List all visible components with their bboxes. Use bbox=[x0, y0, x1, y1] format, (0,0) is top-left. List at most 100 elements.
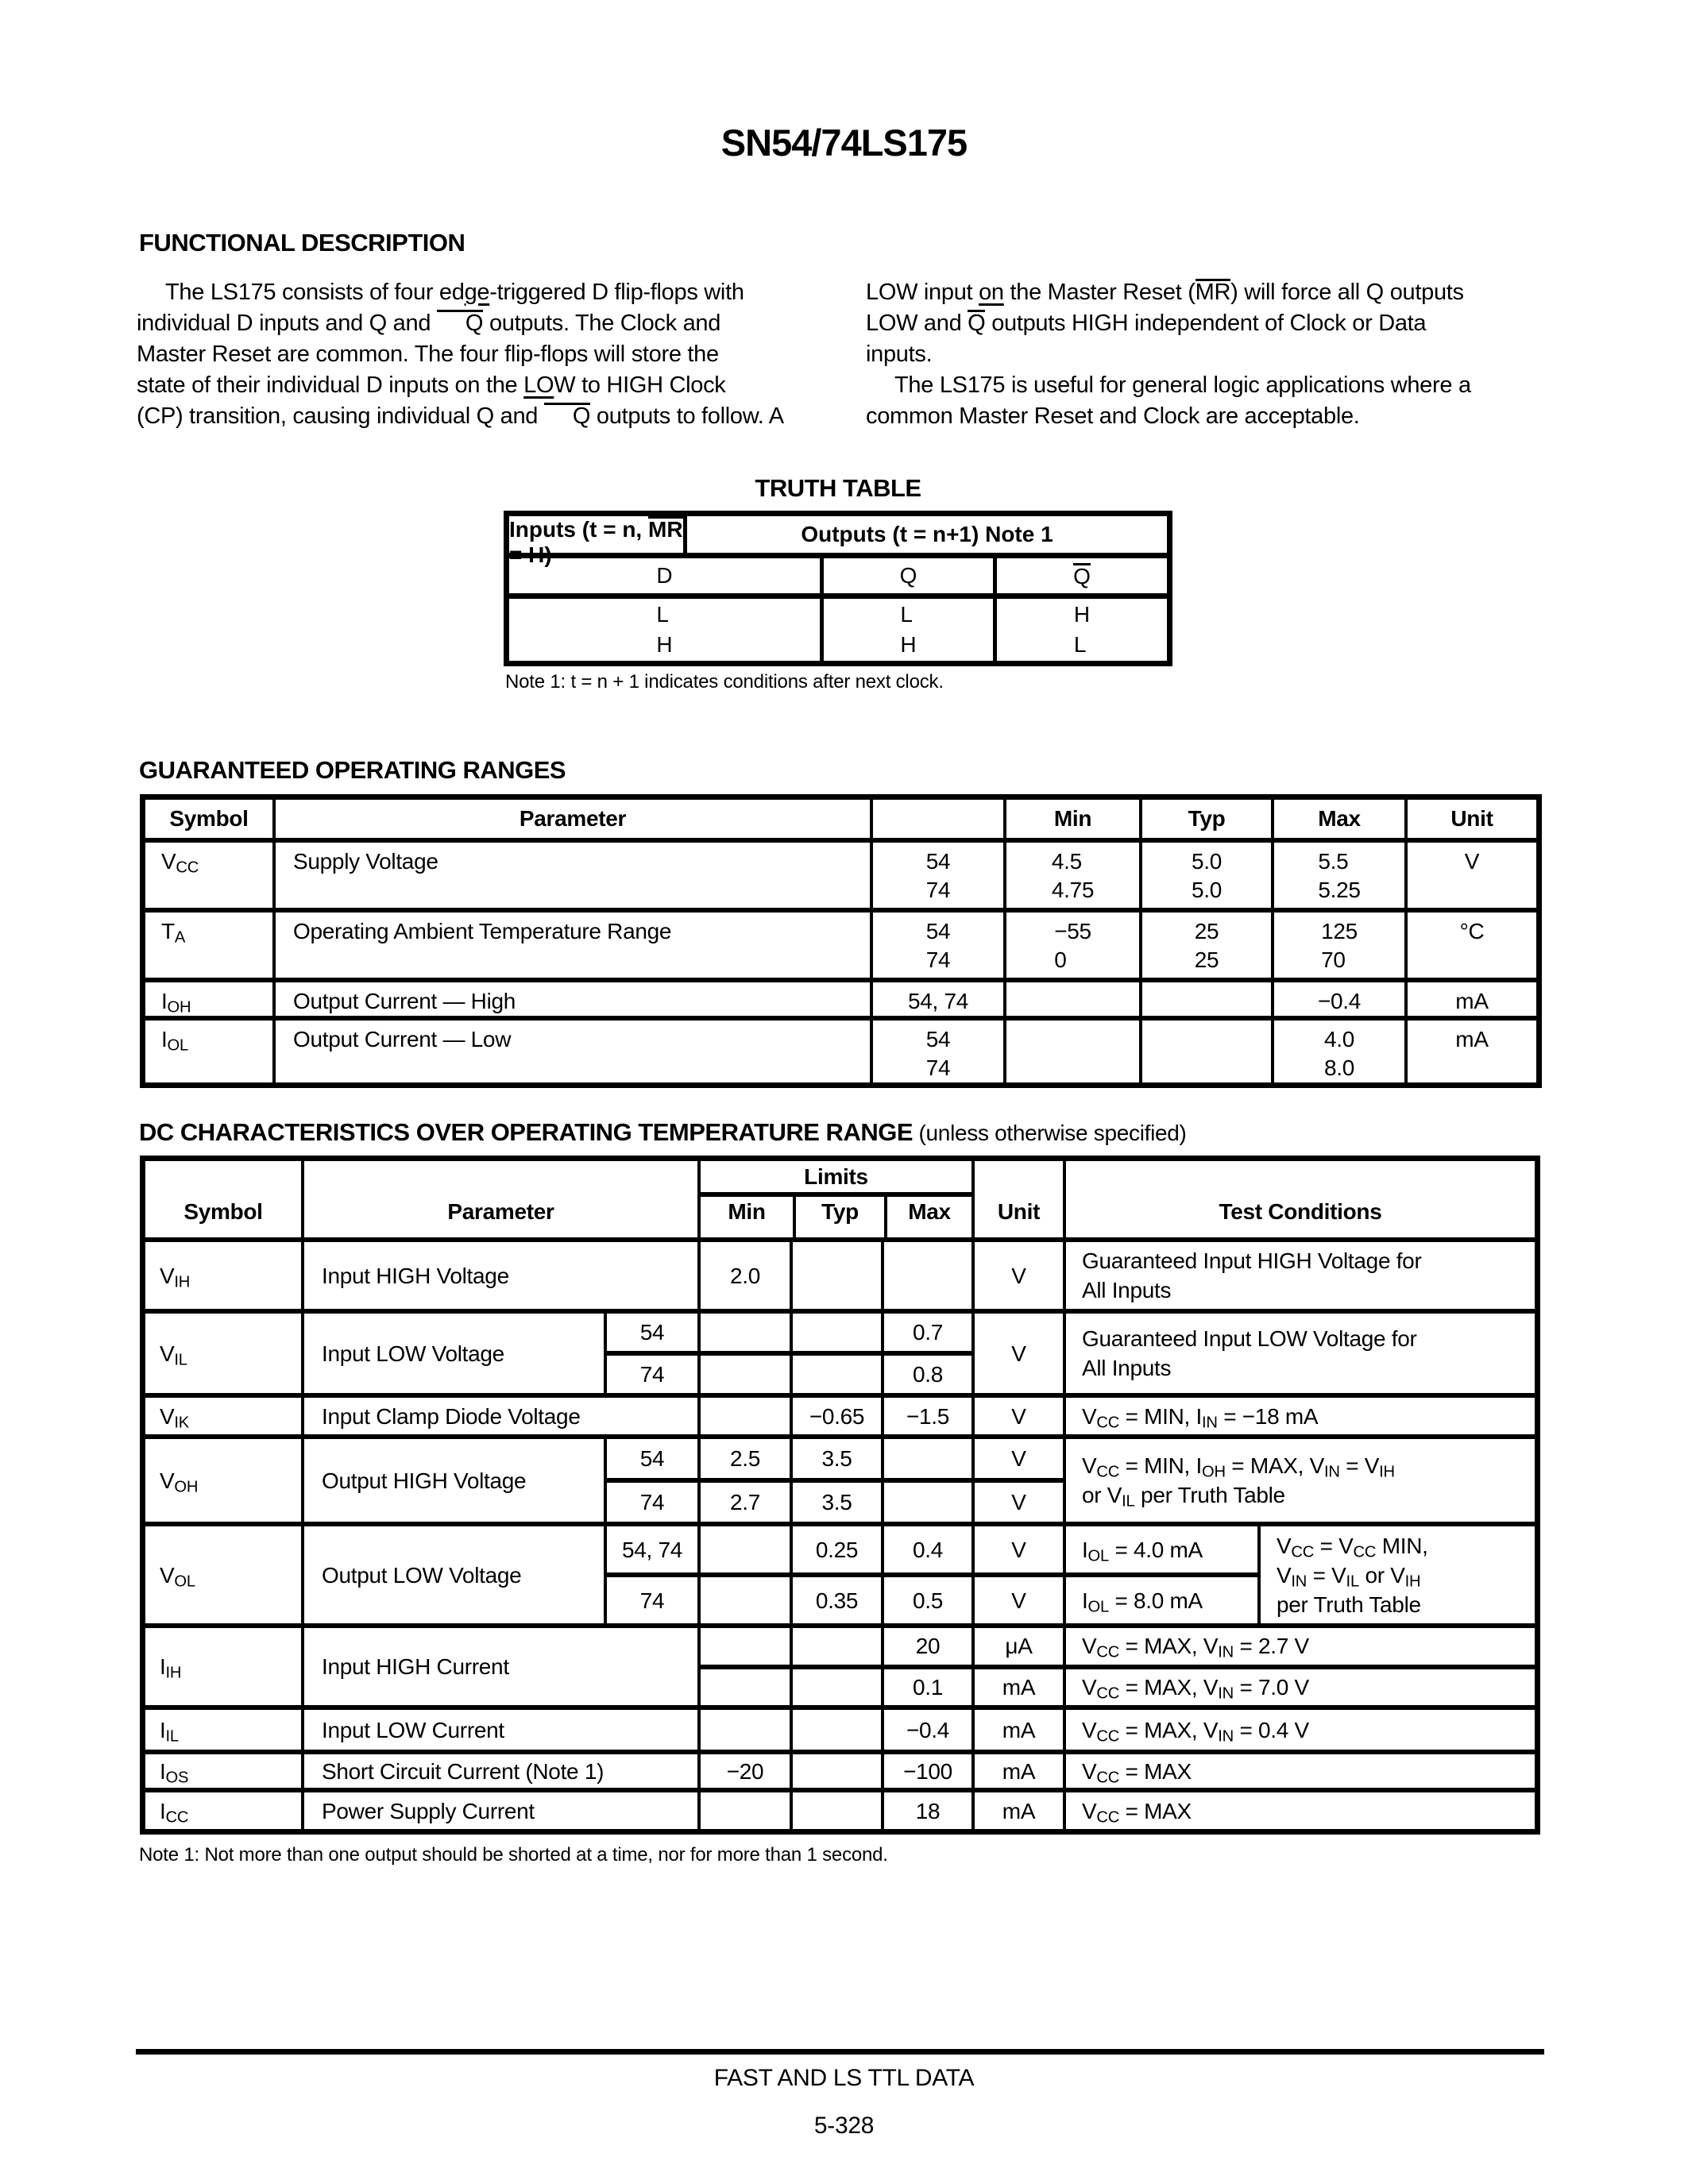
typ-cell bbox=[1139, 982, 1271, 1016]
device-cell: 54 bbox=[604, 1314, 697, 1351]
max-cell: 0.5 bbox=[881, 1577, 971, 1623]
min-cell bbox=[697, 1792, 790, 1829]
column-header: Max bbox=[884, 1197, 971, 1237]
column-header: Max bbox=[1271, 800, 1404, 838]
typ-cell: 3.5 bbox=[790, 1483, 881, 1522]
typ-cell bbox=[790, 1754, 881, 1788]
limits-header-block: Limits Min Typ Max bbox=[697, 1161, 971, 1237]
functional-description-heading: FUNCTIONAL DESCRIPTION bbox=[139, 229, 465, 257]
unit-cell: °C bbox=[1404, 913, 1536, 978]
symbol-cell: VOL bbox=[160, 1562, 195, 1590]
truth-table-header-row: Inputs (t = n, MR = H) Outputs (t = n+1)… bbox=[509, 516, 1167, 567]
max-cell: 5.5 5.25 bbox=[1271, 843, 1404, 908]
column-header: Min bbox=[728, 1199, 766, 1224]
device-cell: 54 74 bbox=[870, 843, 1003, 908]
guaranteed-operating-ranges-table: Symbol Parameter Min Typ Max Unit VCC Su… bbox=[140, 794, 1542, 1088]
truth-table-title: TRUTH TABLE bbox=[755, 474, 921, 502]
typ-cell: 25 25 bbox=[1139, 913, 1271, 978]
unit-cell: V bbox=[971, 1242, 1063, 1309]
max-cell: −100 bbox=[881, 1754, 971, 1788]
unit-cell: V bbox=[971, 1439, 1063, 1478]
unit-cell: V bbox=[971, 1314, 1063, 1393]
functional-description-left-column: The LS175 consists of four edge-triggere… bbox=[137, 277, 817, 432]
parameter-cell: Output Current — Low bbox=[272, 1021, 870, 1082]
min-cell: 2.5 bbox=[697, 1439, 790, 1478]
typ-cell: 5.0 5.0 bbox=[1139, 843, 1271, 908]
symbol-cell: TA bbox=[161, 919, 186, 947]
typ-cell bbox=[790, 1242, 881, 1309]
symbol-cell: IOL bbox=[161, 1027, 188, 1055]
min-cell bbox=[1003, 1021, 1139, 1082]
test-conditions-cell: VCC = MAX, VIN = 0.4 V bbox=[1063, 1710, 1535, 1750]
dc-row-iih: IIH Input HIGH Current 20 μA VCC = MAX, … bbox=[145, 1623, 1535, 1705]
test-conditions-cell: VCC = MAX bbox=[1063, 1792, 1535, 1829]
min-cell: −20 bbox=[697, 1754, 790, 1788]
symbol-cell: ICC bbox=[160, 1798, 189, 1826]
gor-row-ioh: IOH Output Current — High 54, 74 −0.4 mA bbox=[145, 978, 1536, 1016]
max-cell: 20 bbox=[881, 1628, 971, 1665]
symbol-cell: VOH bbox=[160, 1468, 199, 1495]
unit-cell: V bbox=[971, 1577, 1063, 1623]
device-cell: 54 74 bbox=[870, 913, 1003, 978]
max-cell bbox=[881, 1483, 971, 1522]
device-cell: 74 bbox=[604, 1356, 697, 1393]
page-title: SN54/74LS175 bbox=[720, 122, 968, 164]
min-cell bbox=[697, 1710, 790, 1750]
footer-page-number: 5-328 bbox=[813, 2113, 875, 2139]
min-cell: −55 0 bbox=[1003, 913, 1139, 978]
q-column-header: Q bbox=[820, 558, 993, 593]
min-cell: 2.7 bbox=[697, 1483, 790, 1522]
limits-header: Limits bbox=[701, 1161, 971, 1197]
typ-cell: −0.65 bbox=[790, 1398, 881, 1434]
dc-characteristics-heading: DC CHARACTERISTICS OVER OPERATING TEMPER… bbox=[139, 1118, 1187, 1146]
footer-divider bbox=[136, 2049, 1544, 2055]
truth-table-subheader-row: D Q Q bbox=[509, 553, 1167, 593]
max-cell: −0.4 bbox=[1271, 982, 1404, 1016]
dc-row-iil: IIL Input LOW Current −0.4 mA VCC = MAX,… bbox=[145, 1705, 1535, 1750]
min-cell bbox=[697, 1526, 790, 1572]
min-cell bbox=[697, 1669, 790, 1705]
device-cell: 74 bbox=[604, 1577, 697, 1623]
qbar-column-header: Q bbox=[993, 558, 1167, 593]
dc-row-vol: VOL Output LOW Voltage 54, 74 0.25 0.4 V… bbox=[145, 1522, 1535, 1623]
max-cell bbox=[881, 1242, 971, 1309]
parameter-cell: Operating Ambient Temperature Range bbox=[272, 913, 870, 978]
column-header bbox=[870, 800, 1003, 838]
min-cell bbox=[697, 1628, 790, 1665]
max-cell bbox=[881, 1439, 971, 1478]
device-cell: 74 bbox=[604, 1483, 697, 1522]
gor-row-vcc: VCC Supply Voltage 54 74 4.5 4.75 5.0 5.… bbox=[145, 838, 1536, 908]
device-cell: 54 74 bbox=[870, 1021, 1003, 1082]
column-header: Symbol bbox=[169, 806, 249, 831]
functional-description-right-column: LOW input on the Master Reset (MR) will … bbox=[866, 277, 1530, 432]
max-cell: −0.4 bbox=[881, 1710, 971, 1750]
gor-header-row: Symbol Parameter Min Typ Max Unit bbox=[145, 800, 1536, 838]
symbol-cell: IOS bbox=[160, 1758, 189, 1786]
device-cell: 54, 74 bbox=[604, 1526, 697, 1572]
symbol-cell: IIL bbox=[160, 1717, 179, 1745]
dc-row-icc: ICC Power Supply Current 18 mA VCC = MAX bbox=[145, 1788, 1535, 1829]
dc-header-row: Symbol Parameter Limits Min Typ Max Unit… bbox=[145, 1161, 1535, 1237]
parameter-cell: Output HIGH Voltage bbox=[301, 1439, 604, 1522]
max-cell: 0.1 bbox=[881, 1669, 971, 1705]
parameter-cell: Input Clamp Diode Voltage bbox=[301, 1398, 697, 1434]
truth-table: Inputs (t = n, MR = H) Outputs (t = n+1)… bbox=[504, 511, 1172, 666]
parameter-cell: Short Circuit Current (Note 1) bbox=[301, 1754, 697, 1788]
dc-characteristics-table: Symbol Parameter Limits Min Typ Max Unit… bbox=[140, 1156, 1540, 1835]
dc-table-note: Note 1: Not more than one output should … bbox=[139, 1844, 888, 1866]
column-header: Parameter bbox=[272, 800, 870, 838]
min-cell bbox=[697, 1577, 790, 1623]
inputs-header-cell: Inputs (t = n, MR = H) bbox=[509, 516, 683, 567]
split-limits-block: 20 μA VCC = MAX, VIN = 2.7 V 0.1 mA VCC … bbox=[697, 1628, 1535, 1705]
unit-cell: mA bbox=[971, 1669, 1063, 1705]
typ-cell bbox=[790, 1628, 881, 1665]
column-header: Typ bbox=[1139, 800, 1271, 838]
column-header: Unit bbox=[1404, 800, 1536, 838]
parameter-cell: Power Supply Current bbox=[301, 1792, 697, 1829]
column-header: Symbol bbox=[183, 1199, 263, 1224]
typ-cell bbox=[790, 1792, 881, 1829]
max-cell: −1.5 bbox=[881, 1398, 971, 1434]
